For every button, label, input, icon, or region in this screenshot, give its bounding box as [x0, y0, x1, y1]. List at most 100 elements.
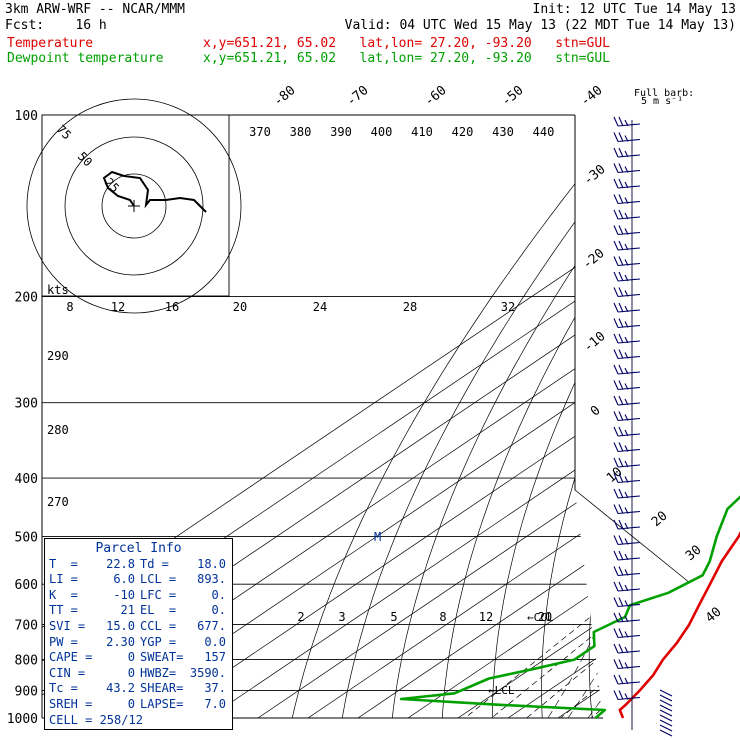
wind-barb-flag: [624, 181, 629, 189]
parcel-label: SVI =: [49, 618, 86, 633]
wind-barb-flag: [613, 535, 619, 545]
parcel-value: 893.: [197, 572, 226, 587]
theta-label: 420: [452, 125, 474, 139]
barb-legend-label: Full barb:: [634, 88, 694, 99]
wind-barb: [613, 333, 641, 344]
wind-barb: [613, 612, 641, 623]
wind-barb-flag: [624, 491, 629, 499]
wind-barb-flag: [613, 519, 619, 530]
temperature-tick-label: -30: [581, 162, 609, 189]
wind-barb-flag: [613, 628, 619, 638]
pressure-tick-label: 900: [15, 684, 38, 699]
wind-barb-flag: [624, 305, 629, 313]
parcel-label: CAPE =: [49, 650, 93, 665]
wind-barb-flag: [624, 321, 629, 328]
wind-barb-shaft: [617, 588, 641, 592]
theta-label: 370: [249, 125, 271, 139]
wind-barb: [613, 380, 641, 391]
moist-adiabat-label: 32: [501, 300, 515, 314]
temperature-tick-label: 20: [649, 509, 671, 531]
wind-barb-low: [659, 689, 673, 697]
parcel-row: SREH = 0 LAPSE= 7.0: [45, 697, 232, 713]
wind-barb-flag: [618, 442, 624, 452]
wind-barb-flag: [618, 349, 624, 359]
wind-barb-flag: [624, 460, 629, 468]
parcel-value: 677.: [197, 618, 226, 633]
moist-adiabat-line: [567, 332, 603, 718]
temperature-tick-label: 30: [683, 543, 705, 565]
wind-barb-flag: [613, 271, 619, 282]
wind-barb-flag: [624, 290, 629, 297]
moist-adiabat-label: 8: [66, 300, 73, 314]
temperature-profile: [618, 530, 740, 719]
wind-barb: [613, 163, 641, 174]
moist-adiabat-label: 24: [313, 300, 327, 314]
parcel-row: PW = 2.30 YGP = 0.0: [45, 635, 232, 651]
wind-barb-shaft: [617, 417, 641, 422]
parcel-value: 21: [120, 603, 135, 618]
parcel-label: CIN =: [49, 665, 86, 680]
parcel-label: T =: [49, 556, 78, 571]
barb-legend-unit: 5 m s⁻¹: [641, 96, 683, 107]
wind-barb-flag: [613, 318, 619, 328]
theta-side-label: 270: [47, 495, 69, 509]
wind-barb-low: [659, 694, 673, 702]
temperature-tick-label: -40: [578, 83, 606, 110]
hodograph: [26, 98, 242, 314]
wind-barb-low: [659, 724, 673, 732]
pressure-tick-label: 500: [15, 530, 38, 545]
temperature-tick-label: -10: [581, 329, 609, 356]
wind-barb-flag: [624, 352, 629, 359]
wind-barb: [613, 271, 641, 282]
parcel-row: Tc = 43.2 SHEAR= 37.: [45, 681, 232, 697]
wind-barb-flag: [618, 597, 624, 607]
wind-barb-flag: [624, 553, 629, 561]
temperature-tick-label: -20: [580, 246, 608, 273]
isotherm-line: [407, 115, 603, 718]
wind-barb-flag: [613, 411, 619, 421]
wind-barb-flag: [624, 693, 629, 700]
wind-barb-flag: [618, 256, 624, 266]
wind-barb-shaft: [617, 557, 641, 561]
parcel-value: 2.30: [106, 634, 135, 649]
wind-barb-low: [659, 709, 673, 717]
mixing-ratio-line: [632, 537, 740, 719]
wind-barb-flag: [618, 566, 624, 576]
wind-barb-flag: [613, 302, 619, 313]
wind-barb: [613, 628, 641, 639]
wind-barb-shaft: [617, 309, 641, 313]
wind-barb: [613, 535, 641, 546]
wind-barb-flag: [613, 364, 619, 375]
wind-barb-flag: [624, 631, 629, 638]
wind-barb-flag: [618, 519, 624, 530]
wind-barb-shaft: [617, 247, 641, 251]
wind-barb-flag: [624, 538, 629, 545]
wind-barb-shaft: [617, 526, 641, 530]
wind-barb-shaft: [617, 324, 641, 329]
ccl-marker: ←CCL: [527, 611, 554, 624]
wind-barb-flag: [618, 333, 624, 344]
parcel-value: 0: [127, 650, 135, 665]
wind-barb: [613, 690, 641, 701]
parcel-label: LI =: [49, 572, 78, 587]
wind-barb-low: [659, 699, 673, 707]
wind-barb-flag: [624, 197, 629, 204]
wind-barb-flag: [618, 535, 624, 545]
wind-barb-flag: [624, 507, 629, 514]
theta-label: 400: [371, 125, 393, 139]
wind-barb-flag: [618, 364, 624, 375]
parcel-label: LAPSE=: [140, 696, 184, 711]
moist-adiabat-line: [628, 297, 740, 719]
dry-adiabat-line: [491, 115, 603, 718]
wind-barb-shaft: [617, 510, 641, 515]
wind-barb-flag: [613, 395, 619, 406]
isotherm-line: [357, 115, 603, 718]
wind-barb-flag: [624, 569, 629, 576]
wind-barb: [613, 581, 641, 592]
parcel-info-panel: Parcel Info T = 22.8 Td = 18.0 LI = 6.0 LCL = 8…: [44, 538, 233, 730]
wind-barb-flag: [624, 445, 629, 452]
wind-barb-flag: [618, 147, 624, 158]
wind-barb-flag: [613, 178, 619, 189]
hodograph-ring: [101, 173, 167, 239]
hodograph-unit-label: kts: [47, 283, 69, 297]
